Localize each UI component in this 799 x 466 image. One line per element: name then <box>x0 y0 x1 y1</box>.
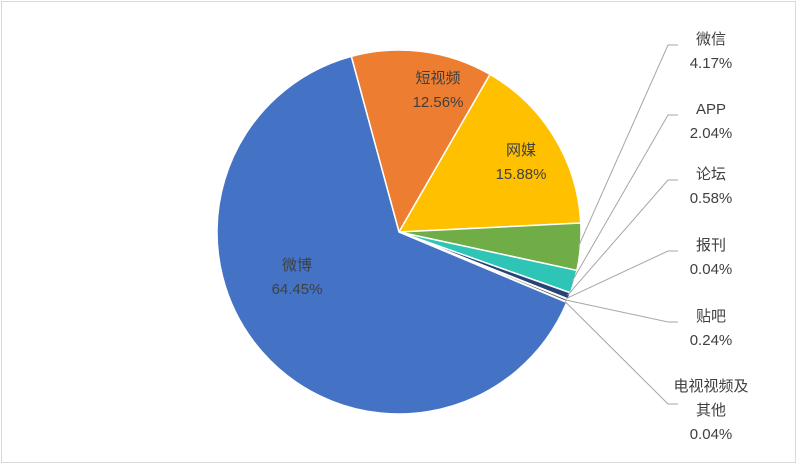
slice-category-label: 微博 <box>282 257 312 274</box>
slice-category-label: 微信 <box>696 31 726 48</box>
slice-category-label: APP <box>696 101 726 118</box>
leader-line-5 <box>566 250 678 300</box>
pie-slice-1 <box>398 73 582 233</box>
slice-value-label: 0.58% <box>690 190 733 207</box>
slice-category-label: 其他 <box>696 402 726 419</box>
pie-slice-8 <box>216 55 568 415</box>
slice-category-label: 电视视频及 <box>673 378 748 395</box>
slice-category-label: 网媒 <box>506 142 536 159</box>
slice-value-label: 12.56% <box>413 94 464 111</box>
slice-value-label: 0.04% <box>690 426 733 443</box>
slice-value-label: 2.04% <box>690 125 733 142</box>
pie-slice-0 <box>350 49 491 233</box>
pie-slices <box>216 49 582 415</box>
slice-value-label: 15.88% <box>496 166 547 183</box>
leader-line-2 <box>577 44 678 247</box>
leader-line-6 <box>565 299 678 323</box>
slice-category-label: 论坛 <box>696 166 726 183</box>
leader-line-3 <box>571 114 678 282</box>
leader-lines <box>564 44 678 405</box>
slice-value-label: 0.04% <box>690 261 733 278</box>
slice-category-label: 短视频 <box>415 70 460 87</box>
slice-value-label: 4.17% <box>690 55 733 72</box>
leader-line-4 <box>567 179 678 296</box>
slice-value-label: 64.45% <box>272 281 323 298</box>
leader-line-7 <box>564 301 678 405</box>
slice-category-label: 贴吧 <box>696 308 726 325</box>
slice-labels: 短视频 12.56% 网媒 15.88% 微信 4.17% APP 2.04% 论坛 0.58% 报… <box>272 31 749 443</box>
slice-value-label: 0.24% <box>690 332 733 349</box>
slice-category-label: 报刊 <box>696 237 726 254</box>
